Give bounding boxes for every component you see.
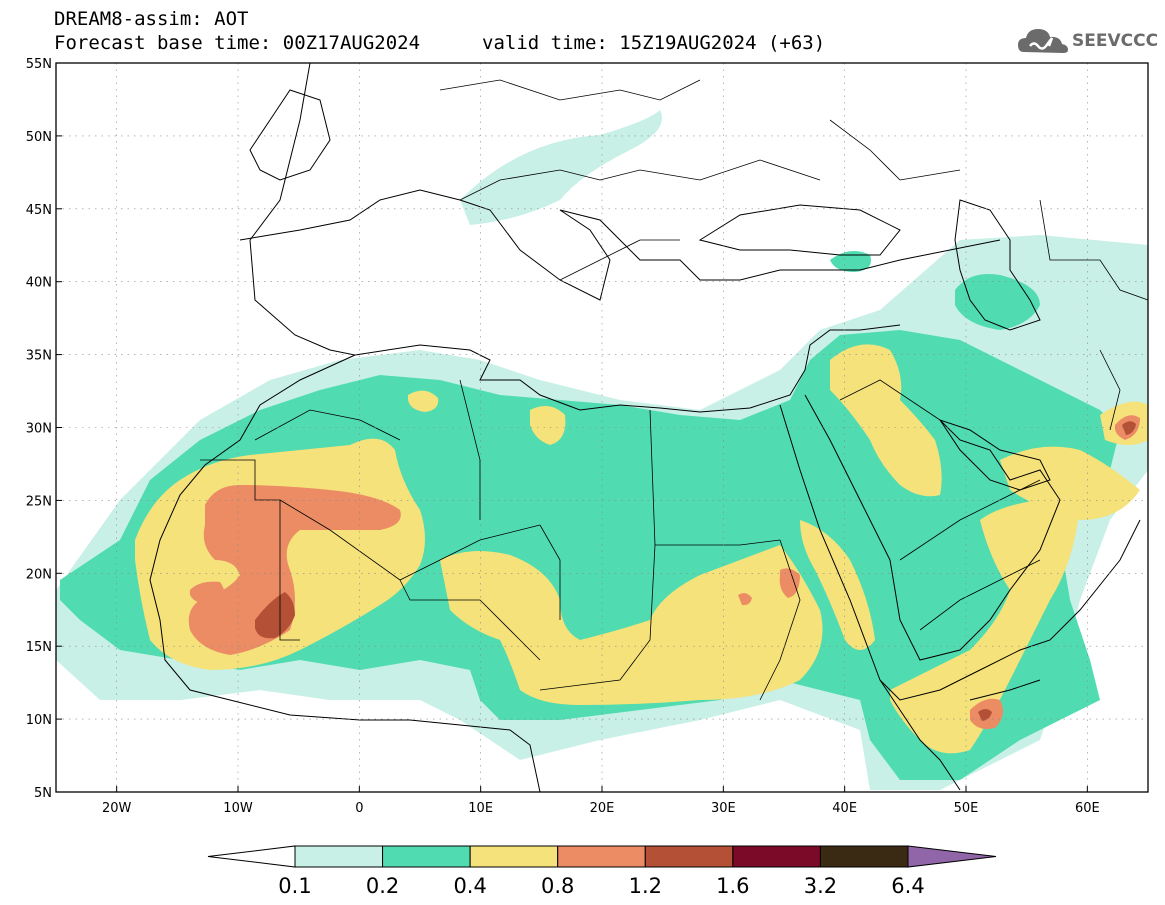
colorbar-bin bbox=[382, 845, 471, 868]
aot-band-0.2-caspian bbox=[955, 274, 1040, 330]
lat-label: 45N bbox=[26, 203, 52, 218]
forecast-base-time: Forecast base time: 00Z17AUG2024 bbox=[54, 32, 421, 54]
aot-band-1.2-somalia bbox=[978, 709, 992, 721]
colorbar-bin bbox=[732, 845, 821, 868]
colorbar-bin bbox=[557, 845, 646, 868]
coastline-black-sea bbox=[698, 204, 901, 256]
colorbar-under-triangle bbox=[207, 845, 296, 868]
cloud-icon bbox=[1018, 29, 1068, 53]
aot-band-0.4-algeria bbox=[408, 390, 439, 412]
aot-band-0.2-balkan bbox=[830, 251, 871, 272]
lon-label: 50E bbox=[954, 801, 979, 816]
coastlines bbox=[149, 63, 1141, 792]
colorbar-over-triangle bbox=[907, 845, 997, 868]
lat-label: 5N bbox=[34, 786, 52, 801]
colorbar-label: 0.1 bbox=[278, 874, 311, 898]
aot-band-0.4-gulf bbox=[1000, 446, 1140, 520]
aot-band-0.8 bbox=[188, 485, 401, 655]
lon-label: 20W bbox=[102, 801, 132, 816]
coastline-mediterranean bbox=[354, 324, 901, 413]
lat-label: 40N bbox=[26, 276, 52, 291]
aot-band-0.8-sudan bbox=[738, 593, 752, 606]
colorbar-label: 6.4 bbox=[891, 874, 924, 898]
lon-label: 0 bbox=[355, 801, 363, 816]
colorbar-label: 1.6 bbox=[716, 874, 749, 898]
aot-band-0.4-central bbox=[440, 545, 823, 705]
valid-time: valid time: 15Z19AUG2024 (+63) bbox=[482, 32, 826, 54]
coastline-persian-gulf bbox=[938, 419, 1051, 491]
colorbar-label: 0.2 bbox=[366, 874, 399, 898]
lon-label: 30E bbox=[711, 801, 736, 816]
coastline-caspian bbox=[954, 199, 1041, 331]
coastline-europe bbox=[239, 189, 1001, 301]
aot-band-0.2 bbox=[60, 330, 1120, 780]
aot-band-0.4-yemen bbox=[890, 498, 1080, 754]
aot-band-0.8-chad bbox=[779, 568, 800, 598]
grid bbox=[56, 63, 1148, 792]
lat-label: 25N bbox=[26, 494, 52, 509]
aot-band-0.4-arabia bbox=[830, 344, 942, 497]
logo-text: SEEVCCC bbox=[1072, 31, 1159, 51]
map-title: DREAM8-assim: AOT bbox=[54, 8, 249, 30]
lon-label: 10E bbox=[468, 801, 493, 816]
lon-label: 60E bbox=[1075, 801, 1100, 816]
lat-label: 50N bbox=[26, 130, 52, 145]
aot-band-0.1-europe bbox=[460, 110, 662, 225]
lat-label: 30N bbox=[26, 422, 52, 437]
aot-band-0.8-mali bbox=[190, 581, 224, 605]
colorbar-bin bbox=[294, 845, 384, 868]
axis-labels: 55N 50N 45N 40N 35N 30N 25N 20N 15N 10N 5N 20W 10W 0 1… bbox=[26, 57, 1100, 816]
lat-label: 10N bbox=[26, 713, 52, 728]
colorbar-label: 0.4 bbox=[453, 874, 486, 898]
lat-label: 15N bbox=[26, 640, 52, 655]
lat-label: 55N bbox=[26, 57, 52, 72]
aot-band-0.4-libya bbox=[530, 406, 566, 445]
colorbar-label: 3.2 bbox=[804, 874, 837, 898]
coastline-red-sea bbox=[779, 404, 1141, 701]
colorbar-bin bbox=[469, 845, 559, 868]
lat-label: 20N bbox=[26, 567, 52, 582]
aot-band-1.2 bbox=[255, 592, 295, 639]
coastline-west-africa bbox=[149, 63, 541, 792]
colorbar-bin bbox=[819, 845, 909, 868]
country-borders bbox=[200, 79, 1148, 701]
colorbar-label: 1.2 bbox=[629, 874, 662, 898]
coastline-horn bbox=[879, 679, 1041, 791]
lon-label: 40E bbox=[832, 801, 857, 816]
seevccc-logo: SEEVCCC bbox=[1016, 24, 1159, 58]
lat-label: 35N bbox=[26, 349, 52, 364]
lon-label: 20E bbox=[590, 801, 615, 816]
coastline-uk bbox=[249, 89, 331, 181]
colorbar-label: 0.8 bbox=[541, 874, 574, 898]
coastline-arabia bbox=[804, 394, 1061, 661]
colorbar-bin bbox=[644, 845, 734, 868]
lon-label: 10W bbox=[223, 801, 253, 816]
aot-band-1.2-iran bbox=[1122, 421, 1136, 435]
